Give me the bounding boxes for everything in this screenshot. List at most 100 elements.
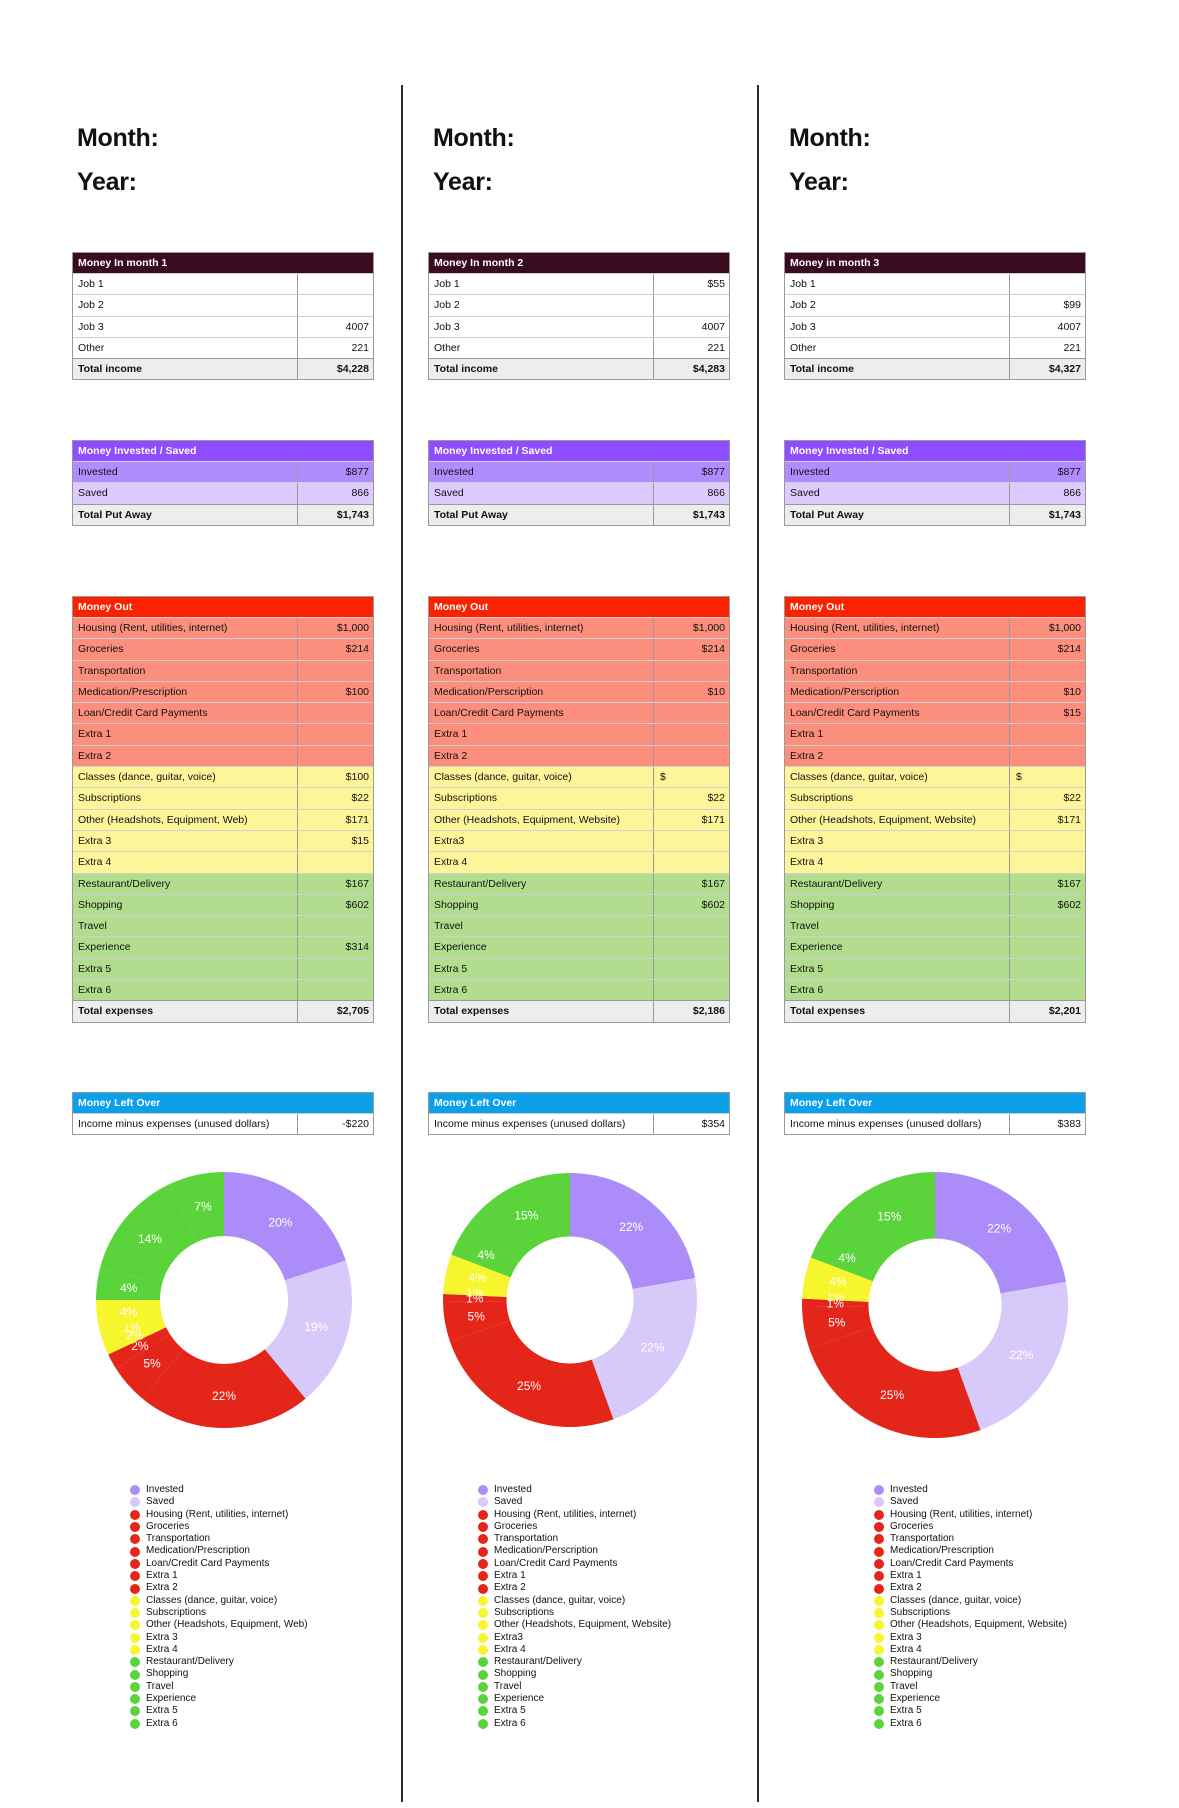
row-value-cell[interactable]: $602 xyxy=(653,894,729,916)
legend-dot-icon xyxy=(130,1706,140,1717)
row-value-cell[interactable] xyxy=(1009,852,1085,873)
table-row: Loan/Credit Card Payments xyxy=(429,702,729,724)
row-value-cell[interactable] xyxy=(297,274,373,295)
row-value-cell[interactable] xyxy=(297,980,373,1001)
row-value-cell[interactable]: $354 xyxy=(653,1114,729,1135)
row-value-cell[interactable]: 221 xyxy=(653,337,729,359)
row-value-cell[interactable] xyxy=(1009,830,1085,852)
row-label: Travel xyxy=(790,920,819,933)
row-value-cell[interactable]: 4007 xyxy=(1009,316,1085,337)
row-value-cell[interactable]: $10 xyxy=(1009,681,1085,703)
legend-dot-icon xyxy=(130,1509,140,1520)
row-value-cell[interactable] xyxy=(297,852,373,873)
row-value-cell[interactable]: $10 xyxy=(653,681,729,703)
legend-item: Restaurant/Delivery xyxy=(130,1656,308,1668)
row-label: Loan/Credit Card Payments xyxy=(434,707,564,720)
row-value-cell[interactable]: $877 xyxy=(653,462,729,483)
row-value-cell[interactable]: $171 xyxy=(653,809,729,830)
row-value-cell[interactable]: $602 xyxy=(297,894,373,916)
row-value-cell[interactable]: $15 xyxy=(297,830,373,852)
row-label: Shopping xyxy=(78,898,123,911)
row-value-cell[interactable]: 4007 xyxy=(653,316,729,337)
row-value-cell[interactable] xyxy=(653,660,729,681)
row-value-cell[interactable] xyxy=(1009,980,1085,1001)
row-value-cell[interactable]: $167 xyxy=(653,873,729,894)
row-value-cell[interactable] xyxy=(1009,724,1085,745)
row-value-cell[interactable] xyxy=(653,295,729,316)
row-value-cell[interactable]: $314 xyxy=(297,937,373,958)
legend-dot-icon xyxy=(478,1632,488,1643)
legend-dot-icon xyxy=(478,1546,488,1557)
row-value-cell[interactable]: $15 xyxy=(1009,703,1085,724)
row-value-cell[interactable] xyxy=(653,937,729,958)
row-label: Other (Headshots, Equipment, Website) xyxy=(434,813,620,826)
row-value-cell[interactable] xyxy=(653,703,729,724)
row-value-cell[interactable] xyxy=(653,958,729,980)
row-value-cell[interactable] xyxy=(1009,958,1085,980)
row-value-cell[interactable] xyxy=(297,703,373,724)
row-value-cell[interactable] xyxy=(653,724,729,745)
row-value-cell[interactable]: $383 xyxy=(1009,1114,1085,1135)
row-value-cell[interactable]: 866 xyxy=(653,483,729,504)
row-value-cell[interactable]: $167 xyxy=(297,873,373,894)
row-value-cell[interactable]: $877 xyxy=(1009,462,1085,483)
pie-slice xyxy=(264,1260,352,1399)
row-value-cell[interactable] xyxy=(653,830,729,852)
legend-label: Shopping xyxy=(890,1668,933,1680)
row-value-cell[interactable] xyxy=(297,295,373,316)
row-value-cell[interactable] xyxy=(653,916,729,937)
row-value-cell[interactable]: $877 xyxy=(297,462,373,483)
row-value-cell[interactable]: $171 xyxy=(1009,809,1085,830)
legend-dot-icon xyxy=(130,1558,140,1569)
row-value-cell[interactable]: $167 xyxy=(1009,873,1085,894)
row-value-cell[interactable]: $1,000 xyxy=(1009,618,1085,639)
row-value-cell[interactable]: $214 xyxy=(653,639,729,660)
row-value-cell[interactable] xyxy=(297,958,373,980)
row-value-cell[interactable]: 221 xyxy=(1009,337,1085,359)
row-value-cell[interactable]: $22 xyxy=(297,788,373,809)
row-value-cell[interactable] xyxy=(297,916,373,937)
legend-dot-icon xyxy=(478,1694,488,1705)
row-value-cell[interactable]: $214 xyxy=(297,639,373,660)
row-value-cell[interactable] xyxy=(297,660,373,681)
row-value-cell[interactable] xyxy=(653,745,729,767)
row-value-cell[interactable]: 221 xyxy=(297,337,373,359)
row-value-cell[interactable]: $55 xyxy=(653,274,729,295)
row-value-cell[interactable] xyxy=(1009,916,1085,937)
row-value-cell[interactable] xyxy=(297,724,373,745)
row-value-cell[interactable] xyxy=(297,745,373,767)
invested-saved-table-title: Money Invested / Saved xyxy=(785,441,1085,461)
row-label: Invested xyxy=(790,466,830,478)
row-value-cell[interactable]: -$220 xyxy=(297,1114,373,1135)
legend-item: Loan/Credit Card Payments xyxy=(130,1558,308,1570)
table-row: Restaurant/Delivery $167 xyxy=(73,872,373,894)
row-value-cell[interactable]: $99 xyxy=(1009,295,1085,316)
legend-item: Experience xyxy=(478,1693,671,1705)
row-value-cell[interactable]: $171 xyxy=(297,809,373,830)
row-value-cell[interactable] xyxy=(653,980,729,1001)
row-value-cell[interactable]: $ xyxy=(653,767,729,788)
table-row: Job 1 $55 xyxy=(429,273,729,295)
legend-label: Transportation xyxy=(494,1533,559,1545)
row-value-cell[interactable]: $ xyxy=(1009,767,1085,788)
row-value-cell[interactable]: $1,000 xyxy=(653,618,729,639)
row-value-cell[interactable]: $22 xyxy=(653,788,729,809)
total-row: Total income $4,283 xyxy=(429,358,729,380)
row-value-cell[interactable]: 4007 xyxy=(297,316,373,337)
row-value-cell[interactable]: 866 xyxy=(297,483,373,504)
row-value-cell[interactable] xyxy=(653,852,729,873)
row-value-cell[interactable] xyxy=(1009,660,1085,681)
legend-item: Housing (Rent, utilities, internet) xyxy=(874,1509,1067,1521)
slice-label: 15% xyxy=(877,1209,901,1223)
row-value-cell[interactable]: 866 xyxy=(1009,483,1085,504)
row-value-cell[interactable]: $22 xyxy=(1009,788,1085,809)
row-value-cell[interactable]: $214 xyxy=(1009,639,1085,660)
row-value-cell[interactable] xyxy=(1009,274,1085,295)
row-value-cell[interactable] xyxy=(1009,937,1085,958)
row-value-cell[interactable]: $602 xyxy=(1009,894,1085,916)
row-value-cell[interactable]: $100 xyxy=(297,681,373,703)
row-value-cell[interactable] xyxy=(1009,745,1085,767)
row-value-cell[interactable]: $1,000 xyxy=(297,618,373,639)
legend-item: Saved xyxy=(874,1496,1067,1508)
row-value-cell[interactable]: $100 xyxy=(297,767,373,788)
